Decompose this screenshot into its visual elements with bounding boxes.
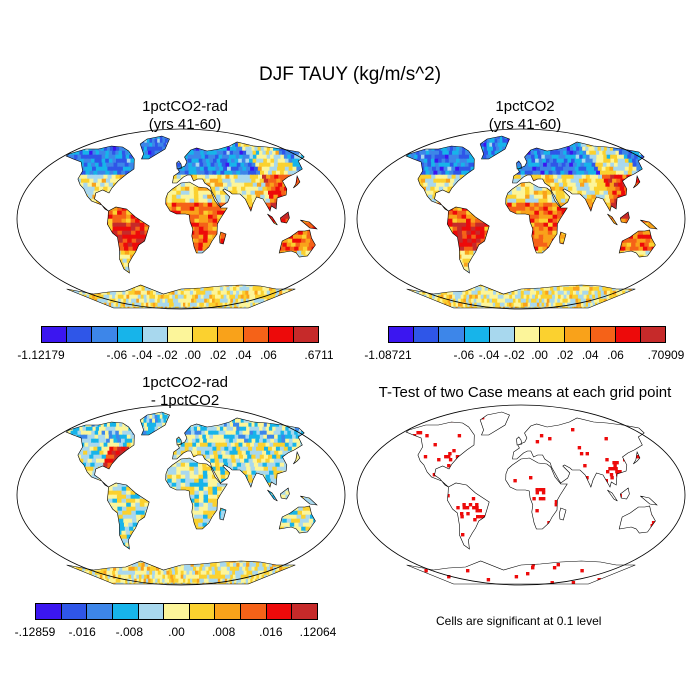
colorbar-swatch <box>489 327 515 342</box>
colorbar-tick-label: .04 <box>581 348 599 362</box>
map-panel-ttest <box>356 404 686 586</box>
colorbar-panel-1 <box>41 326 319 343</box>
colorbar-swatch <box>590 327 616 342</box>
colorbar-swatch <box>414 327 440 342</box>
map-border <box>356 404 686 586</box>
colorbar-tick-label: .06 <box>260 348 277 362</box>
colorbar-swatch <box>193 327 219 342</box>
colorbar-swatch <box>218 327 244 342</box>
map-field <box>66 412 317 584</box>
colorbar-tick-label: .00 <box>168 625 185 639</box>
panel-1-title-line1: 1pctCO2-rad <box>142 98 228 115</box>
map-panel-difference <box>16 404 346 586</box>
coastlines <box>405 411 658 585</box>
map-field <box>66 136 317 308</box>
colorbar-tick-label: .02 <box>209 348 227 362</box>
colorbar-tick-label: -.016 <box>68 625 96 639</box>
colorbar-tick-label: -.02 <box>504 348 525 362</box>
panel-1-title: 1pctCO2-rad (yrs 41-60) <box>65 98 305 134</box>
colorbar-swatch <box>142 327 168 342</box>
colorbar-tick-label: -.06 <box>453 348 475 362</box>
colorbar-swatch <box>293 327 319 342</box>
map-border <box>16 404 346 586</box>
colorbar-tick-label: .04 <box>234 348 252 362</box>
colorbar-tick-label: .06 <box>607 348 624 362</box>
figure-title: DJF TAUY (kg/m/s^2) <box>258 64 442 85</box>
colorbar-swatch <box>615 327 641 342</box>
colorbar-swatch <box>36 604 62 619</box>
colorbar-tick-label: -1.12179 <box>17 348 65 362</box>
colorbar-tick-label: .70909 <box>647 348 685 362</box>
panel-3-title: 1pctCO2-rad - 1pctCO2 <box>65 374 305 410</box>
panel-2-title-line1: 1pctCO2 <box>495 98 555 115</box>
colorbar-panel-3 <box>35 603 318 620</box>
colorbar-tick-label: -.06 <box>106 348 128 362</box>
colorbar-tick-label: -.12859 <box>14 625 56 639</box>
panel-2-title: 1pctCO2 (yrs 41-60) <box>405 98 645 134</box>
colorbar-swatch <box>565 327 591 342</box>
colorbar-swatch <box>61 604 88 619</box>
colorbar-tick-label: .008 <box>211 625 236 639</box>
colorbar-swatch <box>439 327 465 342</box>
colorbar-tick-label: -.008 <box>115 625 144 639</box>
panel-4-title-line1: T-Test of two Case means at each grid po… <box>378 384 672 401</box>
colorbar-swatch <box>389 327 415 342</box>
colorbar-swatch <box>292 604 318 619</box>
colorbar-swatch <box>189 604 216 619</box>
colorbar-swatch <box>540 327 566 342</box>
colorbar-swatch <box>164 604 190 619</box>
coastlines <box>65 411 318 585</box>
map-panel-1pctco2-rad <box>16 128 346 310</box>
colorbar-swatch <box>42 327 68 342</box>
colorbar-swatch <box>87 604 113 619</box>
colorbar-swatch <box>138 604 165 619</box>
colorbar-swatch <box>243 327 269 342</box>
colorbar-swatch <box>266 604 293 619</box>
colorbar-tick-label: .00 <box>531 348 548 362</box>
map-field <box>406 136 657 308</box>
colorbar-tick-label: .02 <box>556 348 574 362</box>
significance-note: Cells are significant at 0.1 level <box>436 614 602 628</box>
colorbar-swatch <box>215 604 242 619</box>
panel-1-title-line2: (yrs 41-60) <box>148 116 222 133</box>
colorbar-swatch <box>464 327 490 342</box>
colorbar-swatch <box>92 327 118 342</box>
colorbar-panel-2 <box>388 326 666 343</box>
colorbar-swatch <box>117 327 143 342</box>
colorbar-swatch <box>268 327 294 342</box>
colorbar-swatch <box>112 604 139 619</box>
colorbar-tick-label: -.02 <box>157 348 178 362</box>
colorbar-tick-label: -.04 <box>131 348 153 362</box>
panel-3-title-line1: 1pctCO2-rad <box>142 374 228 391</box>
colorbar-tick-label: .016 <box>259 625 283 639</box>
coastlines <box>405 135 658 309</box>
panel-4-title: T-Test of two Case means at each grid po… <box>355 384 695 402</box>
colorbar-swatch <box>167 327 194 342</box>
colorbar-tick-label: -.04 <box>478 348 500 362</box>
colorbar-tick-label: -1.08721 <box>364 348 412 362</box>
map-border <box>16 128 346 310</box>
colorbar-swatch <box>241 604 267 619</box>
map-panel-1pctco2 <box>356 128 686 310</box>
colorbar-swatch <box>640 327 666 342</box>
colorbar-swatch <box>67 327 93 342</box>
colorbar-tick-label: .6711 <box>304 348 334 362</box>
panel-2-title-line2: (yrs 41-60) <box>488 116 562 133</box>
colorbar-swatch <box>514 327 541 342</box>
colorbar-tick-label: .00 <box>184 348 201 362</box>
colorbar-tick-label: .12064 <box>299 625 337 639</box>
map-border <box>356 128 686 310</box>
coastlines <box>65 135 318 309</box>
panel-3-title-line2: - 1pctCO2 <box>150 392 220 409</box>
